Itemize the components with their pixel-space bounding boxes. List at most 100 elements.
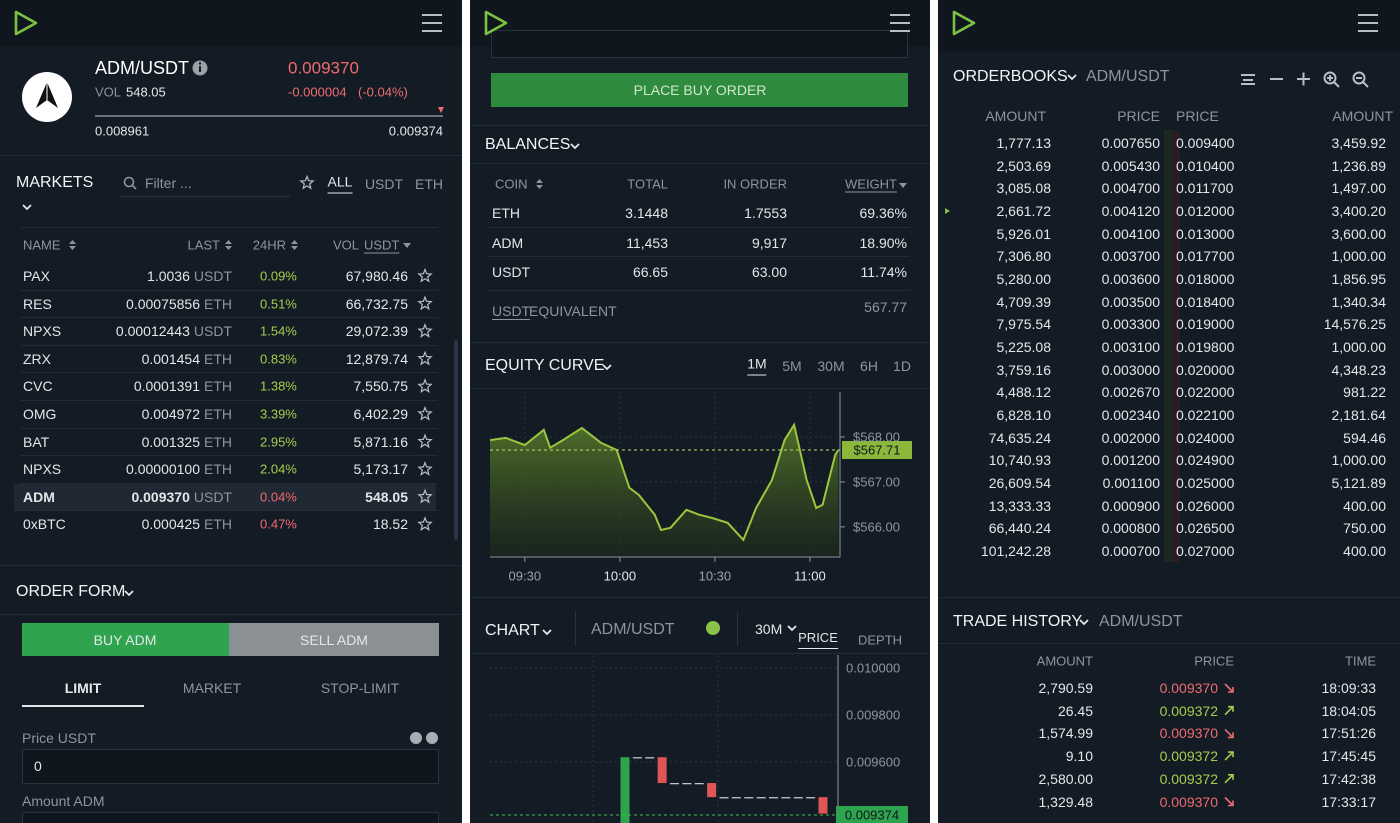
ask-cell[interactable]: 3,459.92 xyxy=(1331,135,1387,151)
scrollbar[interactable] xyxy=(454,340,458,540)
ask-cell[interactable]: 0.026500 xyxy=(1176,520,1235,537)
bid-cell[interactable]: 1,777.13 xyxy=(996,135,1052,151)
logo[interactable] xyxy=(952,10,976,36)
favorite-star[interactable] xyxy=(417,405,433,421)
range-tab[interactable]: 5M xyxy=(782,358,802,374)
view-tab[interactable]: DEPTH xyxy=(857,632,903,648)
favorite-star[interactable] xyxy=(417,295,433,311)
ask-cell[interactable]: 3,400.20 xyxy=(1331,203,1387,219)
bid-cell[interactable]: 0.003700 xyxy=(1101,248,1160,265)
market-name[interactable]: NPXS xyxy=(23,323,62,340)
ask-cell[interactable]: 594.46 xyxy=(1343,429,1386,446)
order-type-tab[interactable]: LIMIT xyxy=(64,680,102,696)
column-header[interactable]: IN ORDER xyxy=(723,176,787,192)
favorite-star[interactable] xyxy=(417,378,433,394)
bid-cell[interactable]: 0.004700 xyxy=(1101,180,1160,197)
ask-cell[interactable]: 0.013000 xyxy=(1176,225,1235,242)
bid-cell[interactable]: 3,759.16 xyxy=(996,361,1052,378)
market-name[interactable]: NPXS xyxy=(23,461,62,478)
ask-cell[interactable]: 1,000.00 xyxy=(1331,339,1387,356)
logo[interactable] xyxy=(14,10,38,36)
ask-cell[interactable]: 0.025000 xyxy=(1176,475,1235,492)
ask-cell[interactable]: 1,340.34 xyxy=(1331,293,1387,310)
bid-cell[interactable]: 0.003600 xyxy=(1101,271,1160,288)
menu-icon[interactable] xyxy=(1358,14,1378,32)
bid-cell[interactable]: 0.002340 xyxy=(1101,407,1160,424)
ask-cell[interactable]: 1,497.00 xyxy=(1331,180,1387,197)
sort-icon[interactable] xyxy=(291,240,298,244)
dropdown-chevron[interactable] xyxy=(542,629,552,636)
sell-tab-label[interactable]: SELL ADM xyxy=(300,632,368,648)
range-tab[interactable]: 30M xyxy=(817,358,845,374)
market-name[interactable]: BAT xyxy=(23,433,50,450)
dropdown-chevron[interactable] xyxy=(570,143,580,150)
bid-cell[interactable]: 74,635.24 xyxy=(988,429,1051,446)
sort-icon[interactable] xyxy=(69,240,76,244)
sort-icon[interactable] xyxy=(69,246,76,250)
column-header[interactable]: WEIGHT xyxy=(845,176,897,192)
info-icon[interactable] xyxy=(192,60,208,76)
ask-cell[interactable]: 2,181.64 xyxy=(1331,407,1387,424)
favorite-star[interactable] xyxy=(417,461,433,476)
bid-cell[interactable]: 0.002670 xyxy=(1101,384,1160,401)
interval-select[interactable]: 30M xyxy=(755,621,783,637)
bid-cell[interactable]: 0.001100 xyxy=(1102,475,1160,492)
bid-cell[interactable]: 0.002000 xyxy=(1101,429,1160,446)
ask-cell[interactable]: 0.027000 xyxy=(1176,543,1235,560)
favorite-star[interactable] xyxy=(417,323,433,338)
bid-cell[interactable]: 5,280.00 xyxy=(996,271,1052,288)
bid-cell[interactable]: 0.003100 xyxy=(1101,339,1160,356)
price-value[interactable]: 0 xyxy=(34,758,42,774)
ask-cell[interactable]: 0.017700 xyxy=(1176,248,1235,265)
bid-cell[interactable]: 13,333.33 xyxy=(988,497,1051,514)
column-header[interactable]: COIN xyxy=(495,176,528,192)
ask-cell[interactable]: 0.018400 xyxy=(1176,293,1235,310)
place-order-label[interactable]: PLACE BUY ORDER xyxy=(633,82,767,98)
ask-cell[interactable]: 0.010400 xyxy=(1176,157,1235,174)
ask-cell[interactable]: 14,576.25 xyxy=(1323,316,1386,333)
ask-cell[interactable]: 1,000.00 xyxy=(1331,452,1387,469)
dropdown-chevron[interactable] xyxy=(1067,74,1077,81)
column-header[interactable]: 24HR xyxy=(252,237,286,253)
sort-icon[interactable] xyxy=(225,246,232,250)
bid-cell[interactable]: 0.000700 xyxy=(1101,543,1160,560)
favorite-star[interactable] xyxy=(299,174,315,190)
sort-icon[interactable] xyxy=(536,185,543,189)
dropdown-chevron[interactable] xyxy=(787,625,797,632)
market-name[interactable]: ZRX xyxy=(23,350,51,367)
bid-cell[interactable]: 0.001200 xyxy=(1101,452,1160,469)
favorite-star[interactable] xyxy=(417,488,433,504)
bid-cell[interactable]: 0.003500 xyxy=(1101,293,1160,310)
dropdown-chevron[interactable] xyxy=(1079,619,1089,626)
range-tab[interactable]: 6H xyxy=(860,358,878,374)
sell-tab[interactable] xyxy=(229,623,439,656)
ask-cell[interactable]: 0.009400 xyxy=(1176,135,1235,151)
sort-icon[interactable] xyxy=(899,183,907,188)
bid-cell[interactable]: 0.004120 xyxy=(1101,203,1160,219)
ask-cell[interactable]: 0.022100 xyxy=(1176,407,1235,424)
ask-cell[interactable]: 0.018000 xyxy=(1176,271,1235,288)
view-tab[interactable]: PRICE xyxy=(798,631,838,649)
favorite-star[interactable] xyxy=(417,516,433,532)
bid-cell[interactable]: 3,085.08 xyxy=(996,180,1052,197)
dropdown-chevron[interactable] xyxy=(124,590,134,597)
ask-cell[interactable]: 0.019800 xyxy=(1176,339,1235,356)
column-header[interactable]: LAST xyxy=(187,237,220,253)
bid-cell[interactable]: 4,488.12 xyxy=(996,384,1052,401)
range-tab[interactable]: 1M xyxy=(747,357,767,376)
ask-cell[interactable]: 0.026000 xyxy=(1176,497,1235,514)
amount-input[interactable] xyxy=(22,812,439,823)
bid-cell[interactable]: 6,828.10 xyxy=(996,407,1052,424)
bid-cell[interactable]: 101,242.28 xyxy=(980,543,1051,560)
ask-cell[interactable]: 0.011700 xyxy=(1176,180,1234,197)
dropdown-chevron[interactable] xyxy=(22,204,32,211)
favorite-star[interactable] xyxy=(417,433,433,449)
ask-cell[interactable]: 1,236.89 xyxy=(1331,157,1387,174)
market-name[interactable]: CVC xyxy=(23,378,53,395)
ask-cell[interactable]: 1,856.95 xyxy=(1331,271,1387,288)
bid-cell[interactable]: 66,440.24 xyxy=(988,520,1051,537)
sort-icon[interactable] xyxy=(536,179,543,183)
filter-input[interactable]: Filter ... xyxy=(145,175,192,191)
market-tab[interactable]: USDT xyxy=(364,176,404,192)
bid-cell[interactable]: 0.004100 xyxy=(1101,225,1160,242)
